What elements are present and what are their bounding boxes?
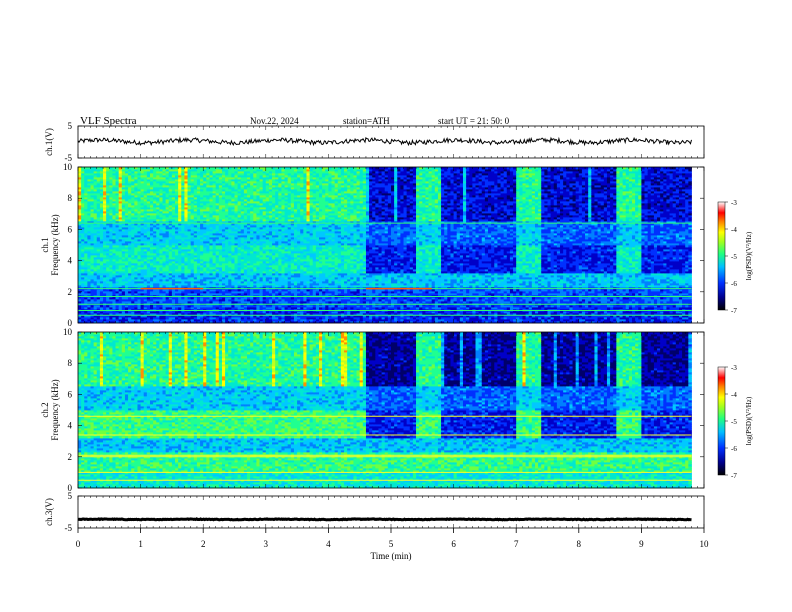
station-label: station=ATH [343,116,390,126]
vlf-spectra-figure: VLF Spectra Nov.22, 2024 station=ATH sta… [0,0,792,612]
ch1-voltage-panel: 5-5 ch.1(V) [44,121,704,163]
ch1-spectrogram-image [78,167,692,323]
ch1-trace [78,138,692,145]
y-tick-label: 5 [68,121,73,131]
ch1-voltage-ylabel: ch.1(V) [44,128,54,156]
figure-title: VLF Spectra [80,115,137,127]
date-label: Nov.22, 2024 [250,116,299,126]
start-time-label: start UT = 21: 50: 0 [438,116,510,126]
